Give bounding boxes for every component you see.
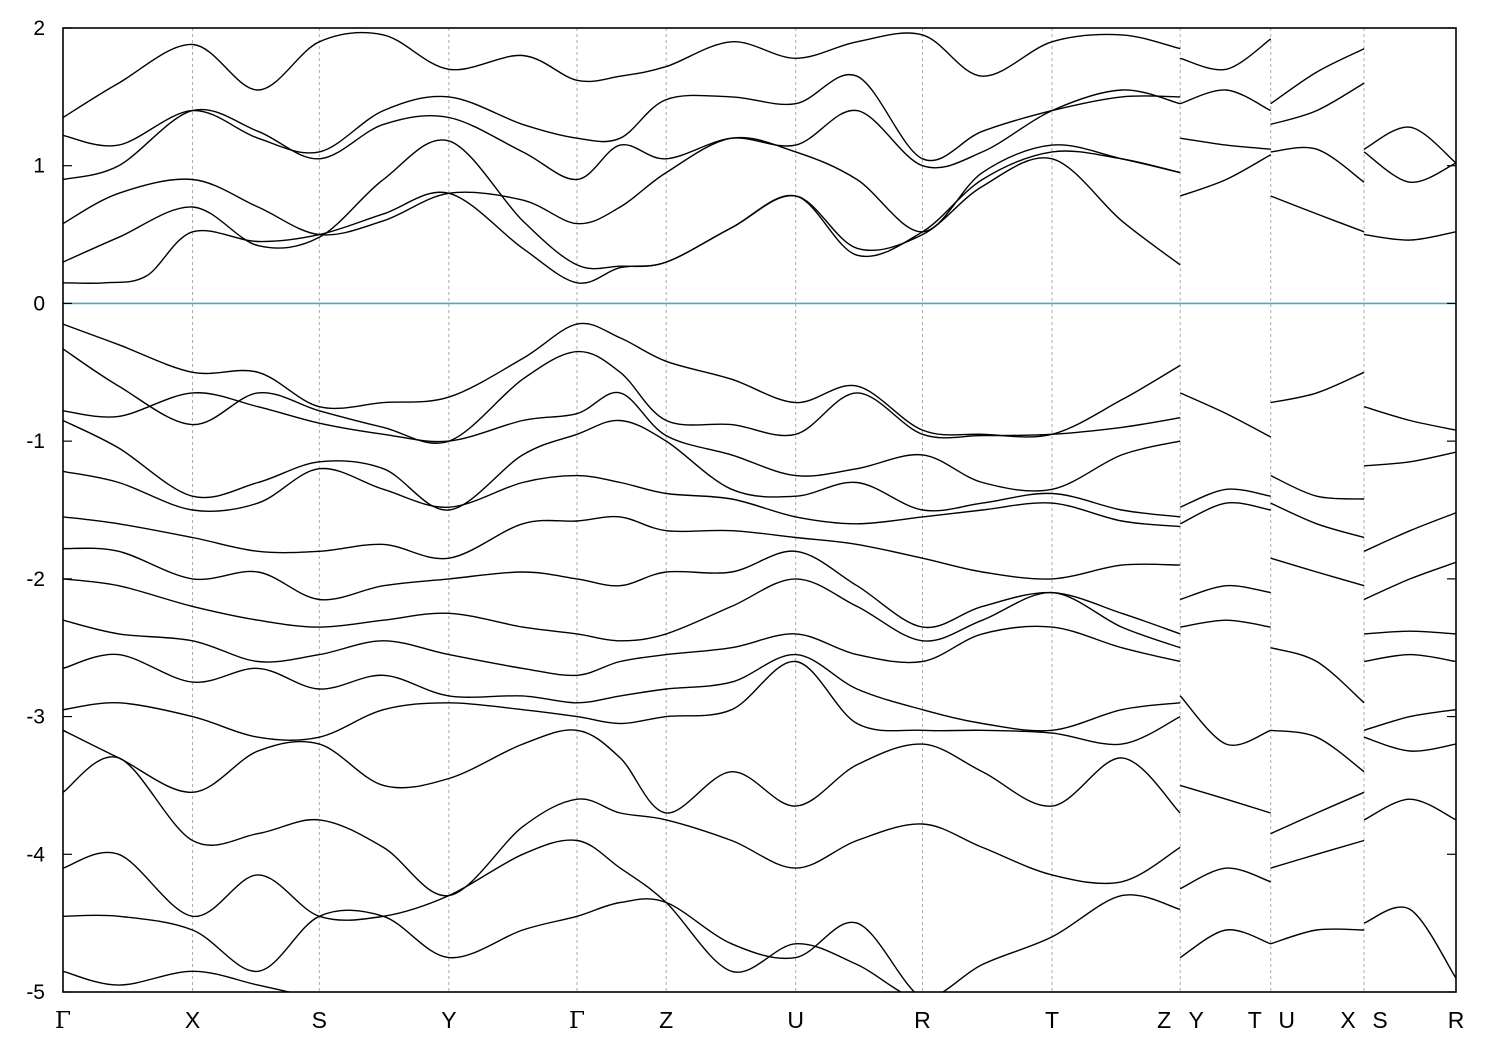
band-line bbox=[1179, 867, 1271, 890]
band-line bbox=[63, 970, 293, 992]
x-tick-label: X bbox=[185, 1007, 200, 1033]
x-tick-label: Γ bbox=[55, 1008, 71, 1034]
band-line bbox=[63, 653, 1181, 732]
band-line bbox=[1179, 501, 1271, 525]
band-line bbox=[1270, 371, 1365, 404]
band-line bbox=[1179, 392, 1272, 438]
band-line bbox=[63, 73, 1181, 162]
band-line bbox=[63, 348, 1181, 444]
band-line bbox=[1270, 195, 1365, 233]
x-tick-label: U bbox=[787, 1007, 804, 1033]
y-tick-label: -1 bbox=[26, 430, 45, 453]
band-line bbox=[1363, 151, 1456, 183]
band-line bbox=[1179, 154, 1272, 197]
x-tick-label: S bbox=[312, 1007, 327, 1033]
band-line bbox=[1364, 231, 1456, 241]
band-line bbox=[1363, 736, 1456, 752]
band-line bbox=[63, 578, 1181, 649]
x-tick-label: Z bbox=[659, 1007, 673, 1033]
band-line bbox=[1270, 474, 1365, 500]
band-line bbox=[63, 467, 1181, 528]
band-line bbox=[1363, 653, 1456, 663]
band-line bbox=[1363, 406, 1456, 431]
band-line bbox=[63, 898, 916, 992]
band-line bbox=[1270, 557, 1365, 587]
band-line bbox=[63, 660, 1181, 746]
band-line bbox=[1364, 630, 1456, 635]
x-tick-label: S bbox=[1372, 1007, 1387, 1033]
band-line bbox=[1270, 839, 1365, 869]
band-line bbox=[1179, 89, 1272, 112]
x-tick-label: Z bbox=[1157, 1007, 1171, 1033]
band-line bbox=[63, 729, 1181, 814]
band-line bbox=[1270, 146, 1365, 183]
plot-frame bbox=[62, 27, 1457, 993]
band-line bbox=[1179, 929, 1271, 959]
band-line bbox=[1363, 512, 1456, 552]
band-line bbox=[1179, 695, 1271, 746]
band-line bbox=[1270, 502, 1365, 539]
band-line bbox=[63, 547, 1181, 635]
x-tick-label: X bbox=[1340, 1007, 1355, 1033]
band-line bbox=[63, 619, 1181, 677]
band-line bbox=[1179, 784, 1271, 814]
y-tick-label: -3 bbox=[26, 706, 45, 729]
band-line bbox=[1179, 488, 1271, 508]
x-tick-label: T bbox=[1248, 1007, 1262, 1033]
y-tick-label: 2 bbox=[33, 17, 45, 40]
band-line bbox=[1364, 451, 1456, 467]
band-line bbox=[1270, 928, 1365, 945]
band-line bbox=[63, 419, 1181, 518]
band-line bbox=[1180, 137, 1271, 150]
band-line bbox=[1270, 48, 1365, 105]
y-tick-label: -2 bbox=[26, 568, 45, 591]
band-line bbox=[1363, 561, 1456, 601]
band-line bbox=[1270, 791, 1365, 835]
band-line bbox=[63, 89, 1181, 181]
band-line bbox=[1270, 729, 1365, 773]
band-line bbox=[1180, 38, 1272, 71]
x-tick-label: T bbox=[1045, 1007, 1059, 1033]
x-tick-label: Γ bbox=[569, 1008, 585, 1034]
band-line bbox=[1179, 584, 1271, 601]
x-tick-label: R bbox=[914, 1007, 931, 1033]
y-tick-label: -5 bbox=[26, 981, 45, 1004]
y-axis-ticks: 2 1 0 -1 -2 -3 -4 -5 bbox=[26, 17, 1456, 1004]
band-line bbox=[1270, 647, 1365, 704]
x-tick-label: R bbox=[1448, 1007, 1465, 1033]
y-tick-label: 0 bbox=[33, 292, 45, 315]
band-line bbox=[63, 515, 1181, 580]
y-tick-label: 1 bbox=[33, 155, 45, 178]
band-line bbox=[63, 322, 1181, 438]
band-line bbox=[63, 839, 1181, 992]
x-tick-label: Y bbox=[1189, 1007, 1204, 1033]
band-line bbox=[1363, 709, 1456, 731]
x-tick-label: U bbox=[1278, 1007, 1295, 1033]
band-line bbox=[63, 136, 1181, 236]
band-line bbox=[63, 391, 1181, 492]
band-line bbox=[1363, 126, 1456, 164]
y-tick-label: -4 bbox=[26, 843, 45, 866]
band-line bbox=[1180, 619, 1271, 628]
band-line bbox=[63, 756, 1181, 897]
band-line bbox=[63, 157, 1181, 284]
x-tick-label: Y bbox=[441, 1007, 456, 1033]
kpoint-gridlines bbox=[192, 28, 1365, 992]
band-lines bbox=[63, 31, 1456, 992]
band-line bbox=[1363, 798, 1456, 821]
band-line bbox=[1270, 82, 1365, 126]
band-line bbox=[1363, 906, 1456, 979]
band-line bbox=[63, 31, 1181, 119]
band-line bbox=[63, 139, 1181, 270]
